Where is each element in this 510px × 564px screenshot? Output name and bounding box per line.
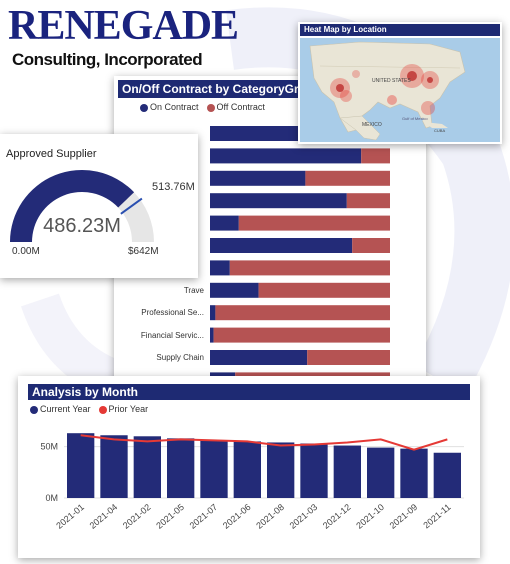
bar-current-year[interactable] xyxy=(333,445,361,498)
gauge-target-label: 513.76M xyxy=(152,181,195,193)
category-label: Trave xyxy=(183,285,204,295)
legend-off-contract[interactable]: Off Contract xyxy=(206,102,265,112)
bar-on-contract[interactable] xyxy=(210,193,347,209)
logo-subtitle: Consulting, Incorporated xyxy=(12,50,203,69)
x-tick-label: 2021-07 xyxy=(188,502,220,531)
heat-spot xyxy=(407,71,417,81)
map-label-gulf: Gulf of Mexico xyxy=(402,116,428,121)
x-tick-label: 2021-10 xyxy=(354,502,386,531)
bar-off-contract[interactable] xyxy=(213,327,390,343)
bar-on-contract[interactable] xyxy=(210,148,362,164)
x-tick-label: 2021-04 xyxy=(88,502,120,531)
x-tick-label: 2021-12 xyxy=(321,502,353,531)
heat-map-card: Heat Map by Location UNITED STATES MEXIC… xyxy=(298,22,502,144)
bar-off-contract[interactable] xyxy=(361,148,390,164)
supplier-title: Approved Supplier xyxy=(6,148,97,160)
month-legend: Current Year Prior Year xyxy=(18,400,480,414)
x-tick-label: 2021-06 xyxy=(221,502,253,531)
gauge-value-arc xyxy=(10,169,135,242)
logo-wordmark: Renegade xyxy=(8,3,239,49)
heat-spot xyxy=(387,95,397,105)
bar-current-year[interactable] xyxy=(433,452,461,498)
bar-on-contract[interactable] xyxy=(210,170,306,186)
x-tick-label: 2021-03 xyxy=(288,502,320,531)
heat-map-title: Heat Map by Location xyxy=(300,24,500,36)
gauge-value: 486.23M xyxy=(43,215,121,237)
legend-on-contract[interactable]: On Contract xyxy=(140,102,199,112)
analysis-by-month-card: Analysis by Month Current Year Prior Yea… xyxy=(18,376,480,558)
bar-on-contract[interactable] xyxy=(210,238,353,253)
supplier-gauge: 486.23M 513.76M 0.00M $642M xyxy=(10,169,195,257)
bar-on-contract[interactable] xyxy=(210,260,230,276)
x-tick-label: 2021-02 xyxy=(121,502,153,531)
bar-off-contract[interactable] xyxy=(258,282,390,298)
legend-py-label: Prior Year xyxy=(108,404,149,414)
bar-off-contract[interactable] xyxy=(305,170,390,186)
bar-current-year[interactable] xyxy=(400,448,428,498)
bar-on-contract[interactable] xyxy=(210,350,308,365)
legend-prior-year[interactable]: Prior Year xyxy=(98,404,149,414)
bar-on-contract[interactable] xyxy=(210,215,239,231)
map-label-cuba: CUBA xyxy=(434,128,445,133)
legend-on-label: On Contract xyxy=(150,102,199,112)
legend-current-year[interactable]: Current Year xyxy=(30,404,91,414)
bar-current-year[interactable] xyxy=(133,436,161,498)
bar-on-contract[interactable] xyxy=(210,126,302,141)
bar-current-year[interactable] xyxy=(200,440,228,498)
bar-current-year[interactable] xyxy=(67,433,95,498)
gauge-min-label: 0.00M xyxy=(12,246,40,257)
x-tick-label: 2021-01 xyxy=(54,502,86,531)
category-label: Professional Se... xyxy=(141,308,204,318)
bar-off-contract[interactable] xyxy=(215,305,390,321)
contract-legend: On Contract Off Contract xyxy=(114,98,426,112)
approved-supplier-card: Approved Supplier 486.23M 513.76M 0.00M … xyxy=(0,134,198,278)
x-tick-label: 2021-08 xyxy=(254,502,286,531)
bar-on-contract[interactable] xyxy=(210,327,214,343)
legend-cy-label: Current Year xyxy=(40,404,91,414)
bar-on-contract[interactable] xyxy=(210,305,216,321)
bar-off-contract[interactable] xyxy=(238,215,390,231)
bar-current-year[interactable] xyxy=(367,447,395,498)
bar-current-year[interactable] xyxy=(300,443,328,498)
map-label-mexico: MEXICO xyxy=(362,122,382,128)
gauge-max-label: $642M xyxy=(128,246,159,257)
category-label: Financial Servic... xyxy=(140,330,204,340)
company-logo: Renegade Consulting, Incorporated xyxy=(8,4,239,74)
line-prior-year[interactable] xyxy=(80,434,448,451)
heat-spot xyxy=(427,77,433,83)
bar-off-contract[interactable] xyxy=(229,260,390,276)
bar-off-contract[interactable] xyxy=(307,350,390,365)
heat-spot xyxy=(352,70,360,78)
bar-current-year[interactable] xyxy=(100,435,128,498)
gauge-target-marker xyxy=(120,197,143,215)
category-label: Supply Chain xyxy=(156,353,204,362)
x-tick-label: 2021-09 xyxy=(388,502,420,531)
heat-spot xyxy=(336,84,344,92)
x-tick-label: 2021-05 xyxy=(154,502,186,531)
month-chart-title: Analysis by Month xyxy=(28,384,470,400)
heat-spot xyxy=(340,90,352,102)
legend-off-label: Off Contract xyxy=(216,102,265,112)
heat-map[interactable]: UNITED STATES MEXICO Gulf of Mexico CUBA xyxy=(300,38,500,142)
bar-on-contract[interactable] xyxy=(210,282,259,298)
bar-current-year[interactable] xyxy=(167,438,195,498)
map-label-us: UNITED STATES xyxy=(372,78,411,84)
bar-off-contract[interactable] xyxy=(346,193,390,209)
y-tick-label: 50M xyxy=(40,442,58,452)
bar-off-contract[interactable] xyxy=(352,238,390,253)
x-tick-label: 2021-11 xyxy=(421,502,452,530)
y-tick-label: 0M xyxy=(45,493,58,503)
heat-spot xyxy=(421,101,435,115)
bar-current-year[interactable] xyxy=(233,441,261,498)
bar-current-year[interactable] xyxy=(267,442,295,498)
